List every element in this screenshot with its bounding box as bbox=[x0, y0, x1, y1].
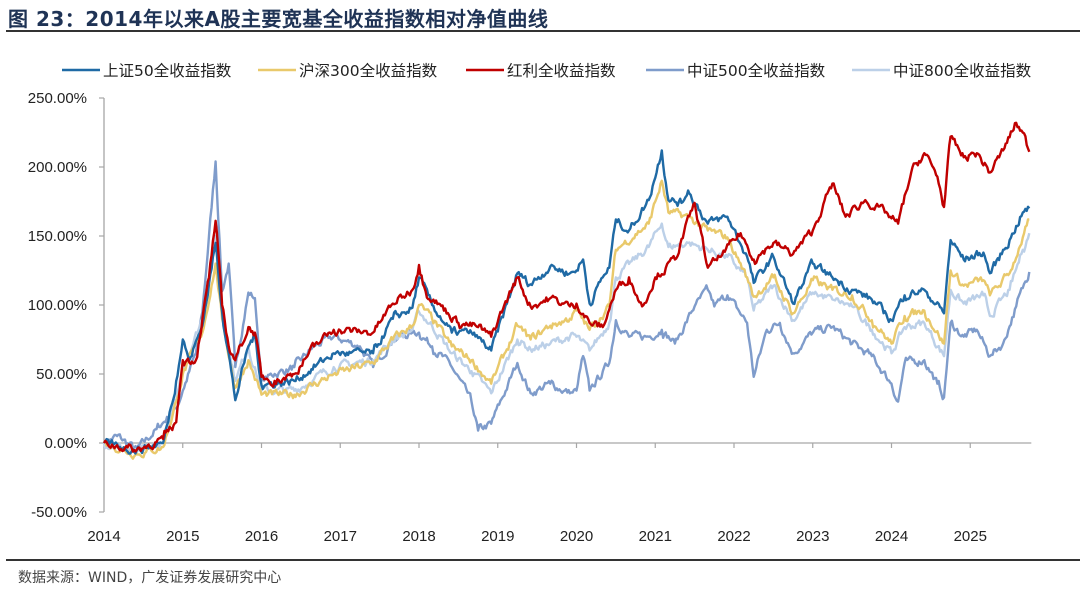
source-note: 数据来源：WIND，广发证券发展研究中心 bbox=[18, 570, 282, 586]
x-tick-label: 2017 bbox=[324, 528, 357, 545]
footer-divider bbox=[6, 559, 1080, 561]
series-lines bbox=[102, 121, 1031, 460]
x-tick-label: 2014 bbox=[87, 528, 120, 545]
x-tick-label: 2019 bbox=[481, 528, 514, 545]
legend-item: 沪深300全收益指数 bbox=[258, 62, 438, 80]
x-tick-label: 2022 bbox=[717, 528, 750, 545]
legend-item: 上证50全收益指数 bbox=[62, 62, 232, 80]
y-tick-label: 100.00% bbox=[28, 297, 87, 314]
x-tick-label: 2020 bbox=[560, 528, 593, 545]
y-tick-label: 200.00% bbox=[28, 159, 87, 176]
series-line-1 bbox=[102, 222, 1031, 454]
chart-title: 图 23：2014年以来A股主要宽基全收益指数相对净值曲线 bbox=[8, 7, 549, 31]
title-divider bbox=[6, 30, 1080, 32]
y-tick-label: 0.00% bbox=[44, 435, 87, 452]
legend-item: 红利全收益指数 bbox=[466, 62, 616, 80]
x-tick-label: 2016 bbox=[245, 528, 278, 545]
x-tick-label: 2023 bbox=[796, 528, 829, 545]
series-line-4 bbox=[102, 121, 1031, 453]
series-line-0 bbox=[103, 160, 1031, 452]
series-line-2 bbox=[103, 179, 1030, 460]
legend-label: 红利全收益指数 bbox=[507, 62, 616, 80]
x-tick-label: 2021 bbox=[639, 528, 672, 545]
legend-label: 上证50全收益指数 bbox=[103, 62, 232, 80]
y-tick-label: -50.00% bbox=[31, 504, 87, 521]
legend-item: 中证500全收益指数 bbox=[646, 62, 826, 80]
x-tick-label: 2018 bbox=[402, 528, 435, 545]
x-tick-label: 2015 bbox=[166, 528, 199, 545]
y-tick-label: 150.00% bbox=[28, 228, 87, 245]
legend: 上证50全收益指数 沪深300全收益指数 红利全收益指数 中证500全收益指数 中证80… bbox=[62, 62, 1032, 80]
series-line-3 bbox=[103, 149, 1031, 455]
legend-label: 中证500全收益指数 bbox=[687, 62, 826, 80]
y-tick-label: 50.00% bbox=[36, 366, 87, 383]
legend-label: 沪深300全收益指数 bbox=[299, 62, 438, 80]
y-tick-label: 250.00% bbox=[28, 90, 87, 107]
x-tick-label: 2025 bbox=[954, 528, 987, 545]
x-tick-label: 2024 bbox=[875, 528, 908, 545]
legend-item: 中证800全收益指数 bbox=[852, 62, 1032, 80]
legend-label: 中证800全收益指数 bbox=[893, 62, 1032, 80]
axes: 250.00% 200.00% 150.00% 100.00% 50.00% 0.00% -… bbox=[28, 90, 1032, 545]
